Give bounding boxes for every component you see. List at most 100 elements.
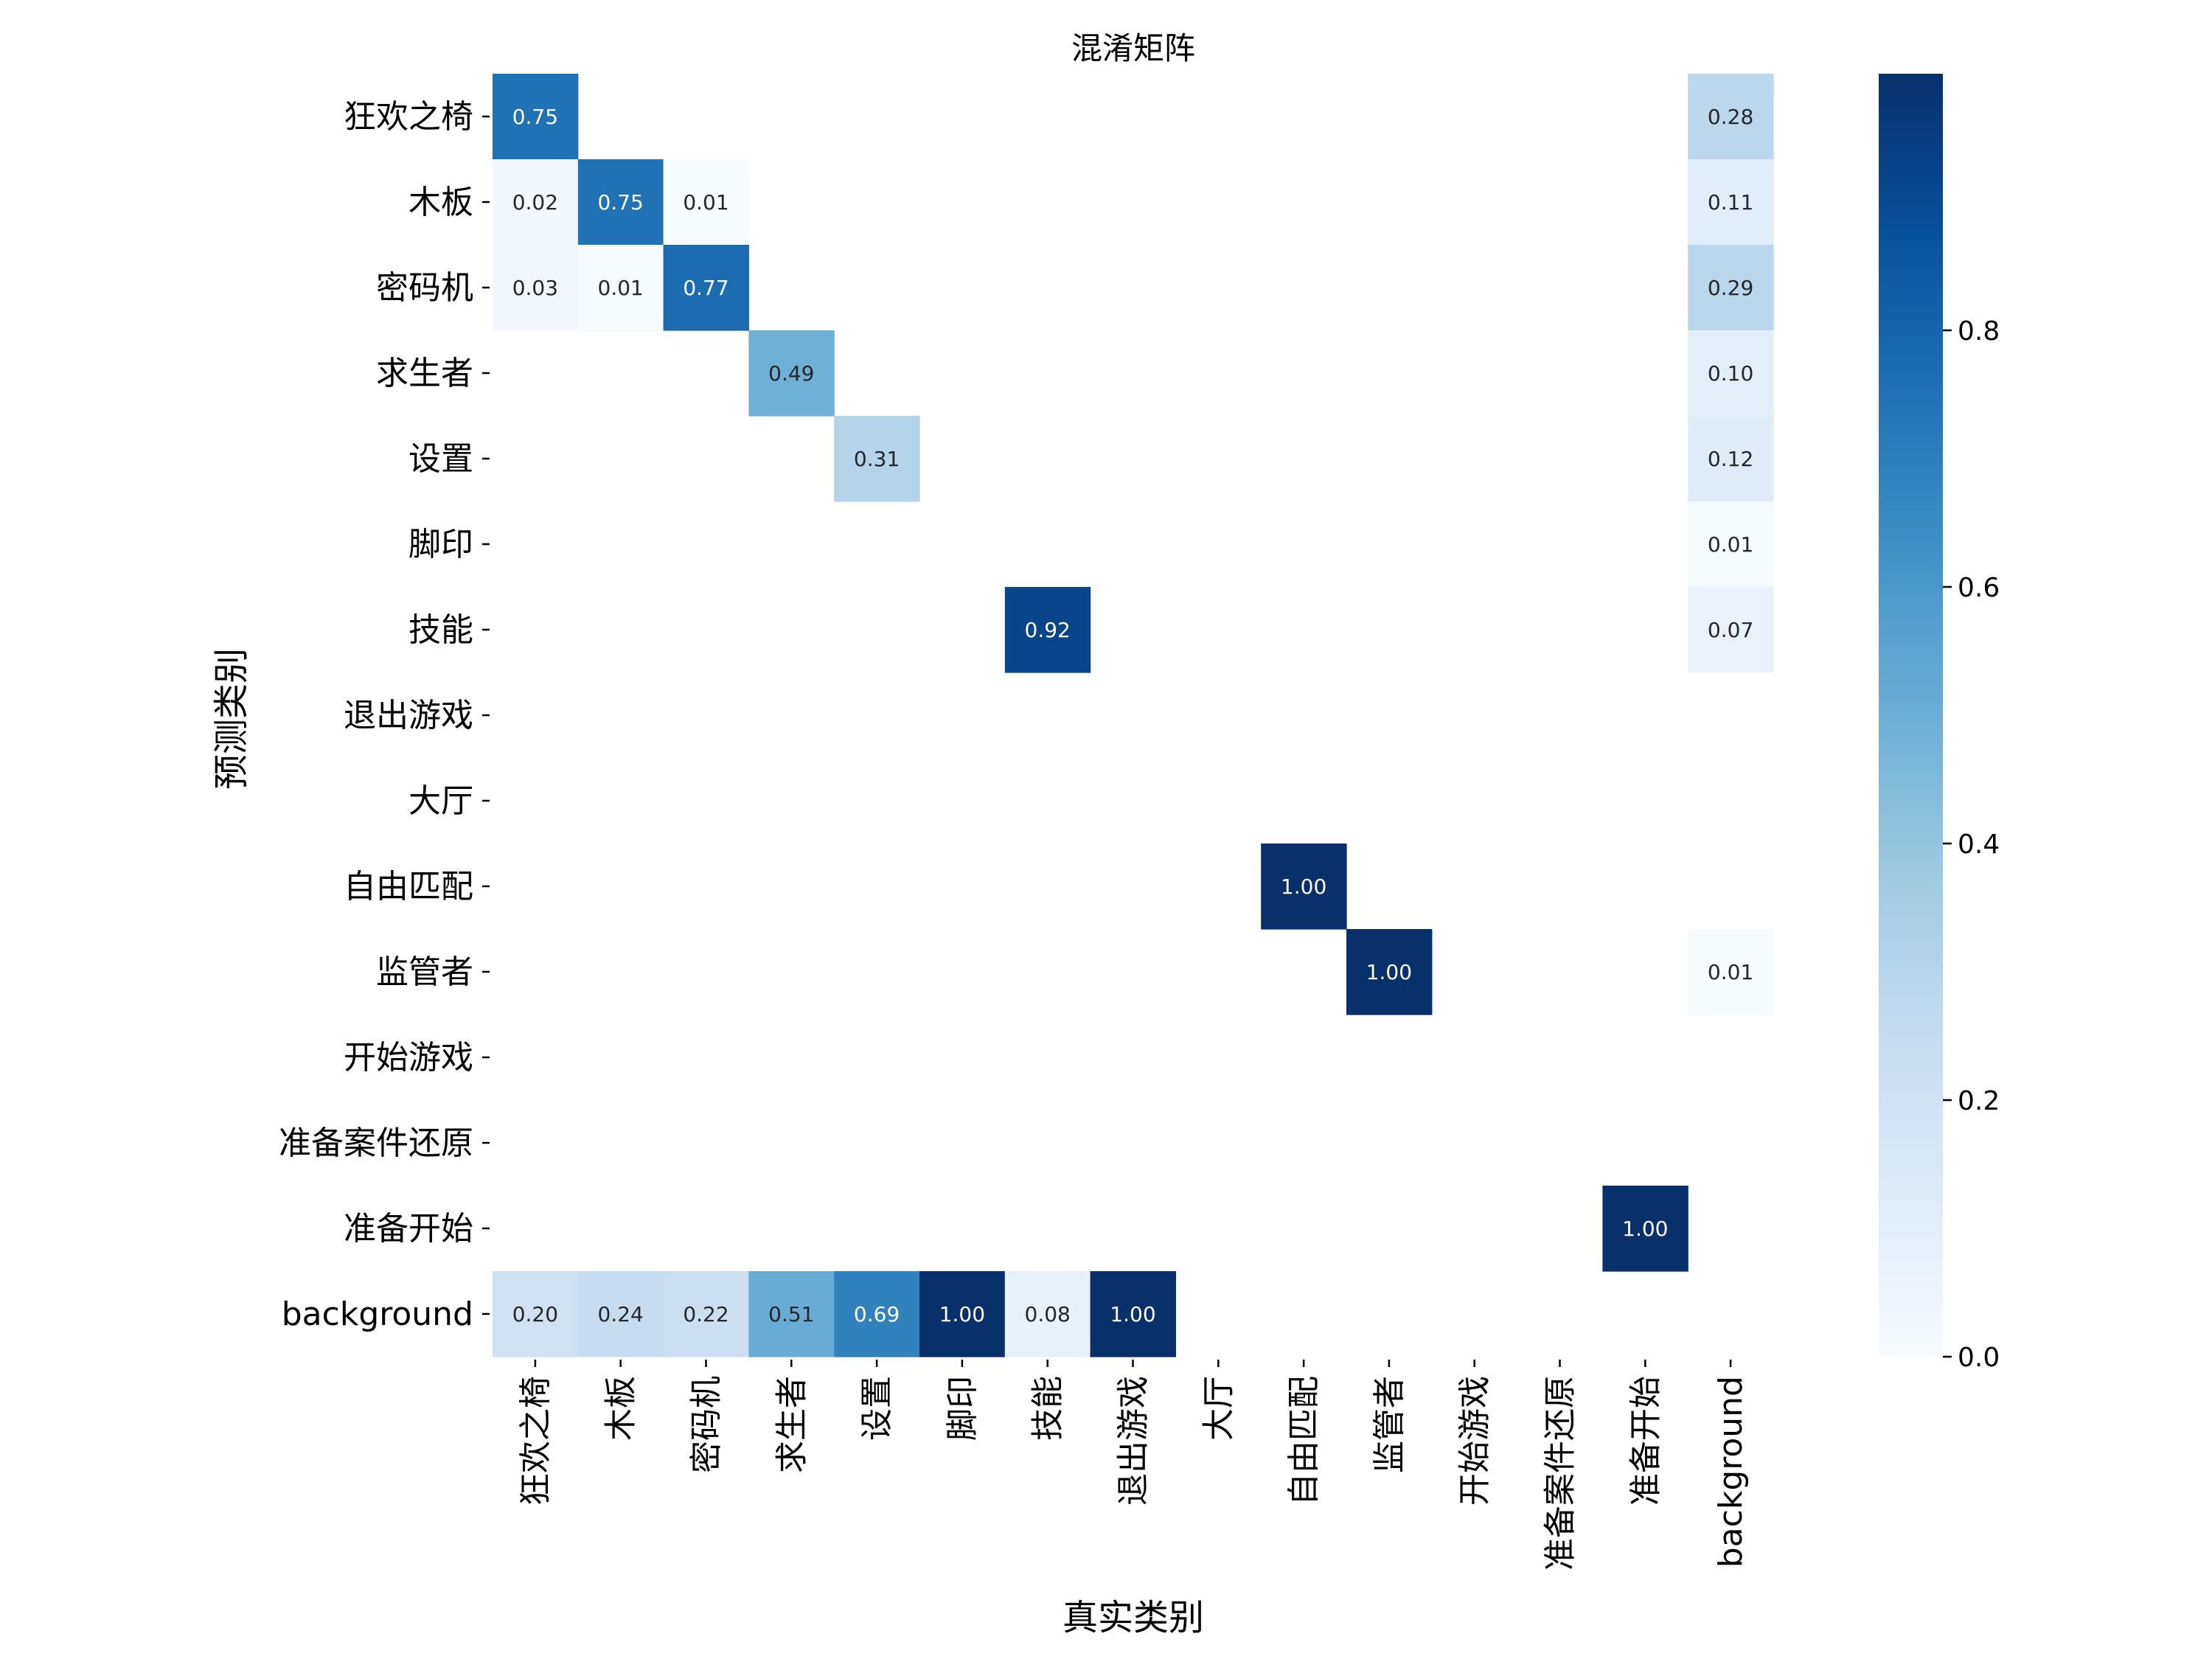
y-tick-label: 退出游戏 [344, 697, 473, 734]
y-axis-ticks: 狂欢之椅木板密码机求生者设置脚印技能退出游戏大厅自由匹配监管者开始游戏准备案件还… [279, 98, 490, 1333]
heatmap-cell [1004, 587, 1091, 673]
x-tick-label: 监管者 [1371, 1376, 1408, 1473]
y-tick-label: 密码机 [376, 269, 473, 307]
cell-value-label: 1.00 [1110, 1302, 1155, 1326]
heatmap-cell [663, 159, 749, 246]
heatmap-cell [1688, 245, 1774, 331]
y-tick-label: background [282, 1295, 473, 1333]
cell-value-label: 0.12 [1708, 447, 1753, 471]
cell-value-label: 0.92 [1025, 618, 1071, 642]
x-tick-label: 木板 [602, 1376, 640, 1441]
heatmap-cell [1004, 1271, 1091, 1357]
x-tick-label: 狂欢之椅 [517, 1376, 554, 1506]
heatmap-cell [1688, 330, 1774, 417]
y-tick-label: 监管者 [376, 953, 473, 991]
heatmap-cell [493, 159, 579, 246]
colorbar-tick-label: 0.4 [1958, 830, 2000, 860]
cell-value-label: 0.69 [854, 1302, 900, 1326]
cell-value-label: 0.02 [512, 190, 558, 215]
heatmap-cell [577, 245, 664, 331]
cell-value-label: 1.00 [1281, 874, 1326, 899]
y-tick-label: 木板 [408, 184, 473, 221]
x-tick-label: 设置 [858, 1376, 896, 1441]
heatmap-cell [1346, 929, 1433, 1015]
y-tick-label: 技能 [408, 611, 473, 649]
cell-value-label: 0.10 [1708, 361, 1753, 386]
heatmap-cell [1090, 1271, 1176, 1357]
x-axis-ticks: 狂欢之椅 木板 密码机 求生者 设置 脚印 技能 退出游戏 大厅 自由匹配 监管者 开始游戏 准备案件还… [517, 1360, 1750, 1571]
heatmap-cell-labels: 0.75 0.28 0.02 0.75 0.01 0.11 0.03 0.01 0.77 0.29… [512, 105, 1754, 1326]
y-tick-label: 准备案件还原 [279, 1124, 473, 1162]
cell-value-label: 0.75 [598, 190, 644, 215]
heatmap-cell [577, 159, 664, 246]
x-tick-label: 开始游戏 [1456, 1376, 1494, 1506]
heatmap-cell [834, 1271, 920, 1357]
y-tick-label: 脚印 [408, 526, 473, 563]
heatmap-cell [493, 74, 579, 160]
cell-value-label: 0.11 [1708, 190, 1753, 215]
x-tick-label: 自由匹配 [1285, 1376, 1323, 1506]
heatmap-cell [1688, 929, 1774, 1015]
heatmap-cell [577, 1271, 664, 1357]
heatmap-cells [493, 74, 1774, 1357]
heatmap-cell [1688, 587, 1774, 673]
chart-title: 混淆矩阵 [1071, 30, 1195, 66]
y-tick-label: 求生者 [376, 355, 473, 392]
heatmap-cell [834, 416, 920, 502]
heatmap-cell [493, 1271, 579, 1357]
cell-value-label: 0.07 [1708, 618, 1753, 642]
colorbar-tick-label: 0.8 [1958, 316, 2000, 347]
colorbar-tick-label: 0.6 [1958, 573, 2000, 603]
heatmap-cell [663, 245, 749, 331]
cell-value-label: 0.51 [768, 1302, 814, 1326]
colorbar [1879, 74, 1943, 1357]
x-tick-label: 求生者 [773, 1376, 810, 1473]
cell-value-label: 1.00 [1622, 1217, 1668, 1241]
y-axis-label: 预测类别 [211, 648, 252, 790]
cell-value-label: 0.75 [512, 105, 558, 129]
heatmap-cell [748, 330, 835, 417]
cell-value-label: 0.31 [854, 447, 900, 471]
colorbar-tick-label: 0.2 [1958, 1086, 2000, 1116]
y-tick-label: 狂欢之椅 [344, 98, 473, 136]
cell-value-label: 0.01 [683, 190, 728, 215]
colorbar-ticks: 0.0 0.2 0.4 0.6 0.8 [1943, 316, 2000, 1373]
cell-value-label: 0.22 [683, 1302, 728, 1326]
cell-value-label: 0.01 [598, 276, 644, 300]
cell-value-label: 0.01 [1708, 960, 1753, 984]
heatmap-cell [919, 1271, 1006, 1357]
heatmap-cell [663, 1271, 749, 1357]
cell-value-label: 0.28 [1708, 105, 1753, 129]
cell-value-label: 0.08 [1025, 1302, 1071, 1326]
cell-value-label: 0.29 [1708, 276, 1753, 300]
cell-value-label: 0.20 [512, 1302, 558, 1326]
y-tick-label: 开始游戏 [344, 1039, 473, 1077]
heatmap-cell [748, 1271, 835, 1357]
x-tick-label: 脚印 [944, 1376, 981, 1441]
x-tick-label: 退出游戏 [1115, 1376, 1152, 1506]
heatmap-cell [1688, 74, 1774, 160]
x-tick-label: 技能 [1029, 1376, 1067, 1441]
cell-value-label: 1.00 [1366, 960, 1412, 984]
x-tick-label: 准备开始 [1627, 1376, 1664, 1506]
x-tick-label: 大厅 [1200, 1376, 1237, 1441]
heatmap-cell [493, 245, 579, 331]
heatmap-cell [1602, 1186, 1688, 1272]
y-tick-label: 自由匹配 [344, 868, 473, 905]
cell-value-label: 0.03 [512, 276, 558, 300]
x-tick-label: background [1712, 1376, 1750, 1568]
cell-value-label: 0.24 [598, 1302, 644, 1326]
x-tick-label: 密码机 [688, 1376, 726, 1473]
cell-value-label: 0.49 [768, 361, 814, 386]
cell-value-label: 0.01 [1708, 532, 1753, 557]
y-tick-label: 准备开始 [344, 1210, 473, 1248]
heatmap-cell [1688, 501, 1774, 588]
colorbar-tick-label: 0.0 [1958, 1343, 2000, 1373]
cell-value-label: 0.77 [683, 276, 728, 300]
heatmap-cell [1688, 159, 1774, 246]
x-axis-label: 真实类别 [1062, 1597, 1204, 1638]
heatmap-cell [1688, 416, 1774, 502]
y-tick-label: 大厅 [408, 782, 473, 820]
cell-value-label: 1.00 [939, 1302, 985, 1326]
